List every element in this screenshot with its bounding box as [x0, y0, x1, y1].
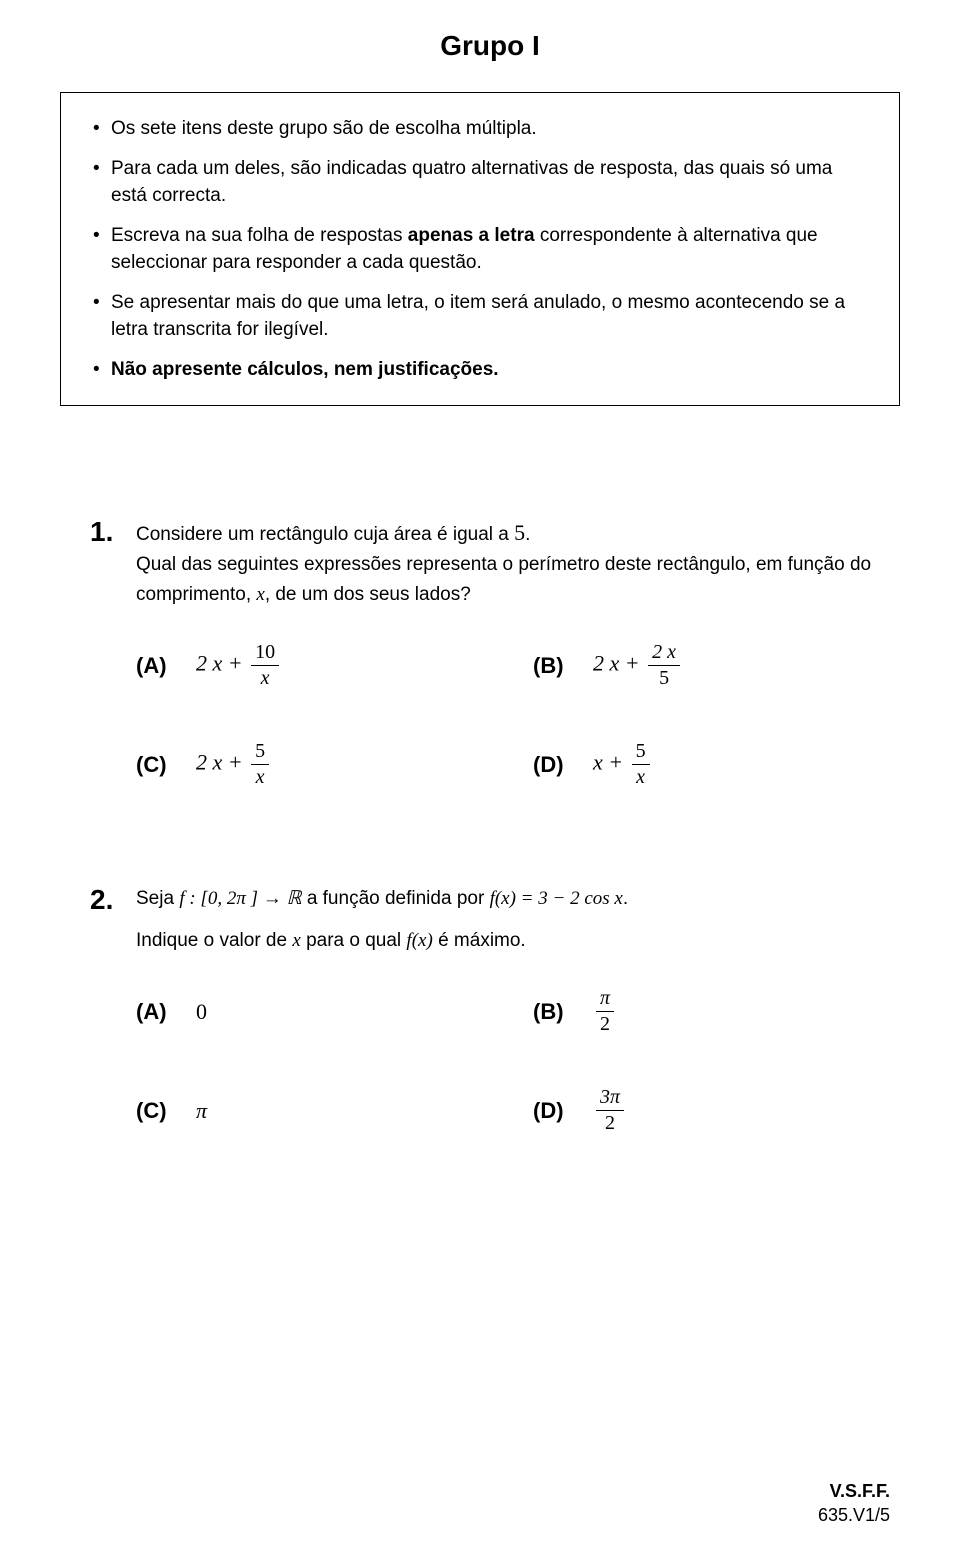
frac-num: π — [596, 987, 614, 1012]
option-expr: 3π 2 — [593, 1086, 627, 1135]
option-c: (C) π — [136, 1086, 493, 1135]
option-label: (B) — [533, 999, 573, 1025]
fraction: 2 x 5 — [648, 641, 680, 690]
option-d: (D) 3π 2 — [533, 1086, 890, 1135]
q1-text: Qual das seguintes expressões representa… — [136, 554, 871, 604]
instruction-item: Os sete itens deste grupo são de escolha… — [89, 115, 871, 143]
question-body: Considere um rectângulo cuja área é igua… — [136, 516, 890, 609]
option-label: (D) — [533, 1098, 573, 1124]
option-expr: 2 x + 10 x — [196, 641, 282, 690]
option-label: (C) — [136, 1098, 176, 1124]
q1-area-value: 5 — [514, 520, 525, 545]
footer-vsff: V.S.F.F. — [818, 1480, 890, 1503]
frac-num: 3π — [596, 1086, 624, 1111]
fraction: 5 x — [251, 740, 269, 789]
option-label: (A) — [136, 653, 176, 679]
option-value: 0 — [196, 999, 207, 1025]
frac-den: x — [632, 765, 650, 789]
expr-left: 2 x + — [593, 651, 640, 676]
q2-text: a função definida por — [307, 888, 490, 909]
q2-text: Indique o valor de — [136, 930, 292, 951]
expr-left: 2 x + — [196, 750, 243, 775]
expr-left: x + — [593, 750, 623, 775]
instruction-item: Se apresentar mais do que uma letra, o i… — [89, 289, 871, 344]
frac-num: 5 — [632, 740, 650, 765]
q1-text: . — [525, 524, 530, 545]
q1-var-x: x — [256, 584, 264, 605]
exam-page: Grupo I Os sete itens deste grupo são de… — [0, 0, 960, 1547]
option-label: (D) — [533, 752, 573, 778]
option-label: (B) — [533, 653, 573, 679]
frac-den: 2 — [596, 1012, 614, 1036]
question-body: Seja f : [0, 2π ] → ℝ a função definida … — [136, 884, 890, 955]
instruction-item: Escreva na sua folha de respostas apenas… — [89, 222, 871, 277]
frac-den: 5 — [648, 666, 680, 690]
q2-text: é máximo. — [438, 930, 526, 951]
option-b: (B) 2 x + 2 x 5 — [533, 641, 890, 690]
q1-options: (A) 2 x + 10 x (B) 2 x + 2 x — [136, 641, 890, 789]
q2-func-domain: f : [0, 2π ] → ℝ — [179, 888, 301, 909]
frac-num: 5 — [251, 740, 269, 765]
frac-den: x — [251, 765, 269, 789]
q1-text: , de um dos seus lados? — [265, 584, 471, 605]
option-expr: π 2 — [593, 987, 617, 1036]
option-value: π — [196, 1098, 207, 1124]
question-number: 2. — [90, 884, 118, 916]
fraction: 10 x — [251, 641, 279, 690]
q2-fx: f(x) — [406, 930, 432, 951]
option-expr: 2 x + 5 x — [196, 740, 272, 789]
instructions-list: Os sete itens deste grupo são de escolha… — [89, 115, 871, 383]
group-title: Grupo I — [90, 30, 890, 62]
q1-text: Considere um rectângulo cuja área é igua… — [136, 524, 514, 545]
question-2: 2. Seja f : [0, 2π ] → ℝ a função defini… — [90, 884, 890, 1135]
option-b: (B) π 2 — [533, 987, 890, 1036]
q2-options: (A) 0 (B) π 2 (C) π — [136, 987, 890, 1135]
q2-var-x: x — [292, 930, 300, 951]
fraction: 5 x — [632, 740, 650, 789]
question-1: 1. Considere um rectângulo cuja área é i… — [90, 516, 890, 789]
frac-num: 2 x — [648, 641, 680, 666]
q2-func-def: f(x) = 3 − 2 cos x — [490, 888, 623, 909]
frac-num: 10 — [251, 641, 279, 666]
footer-pagecode: 635.V1/5 — [818, 1504, 890, 1527]
instruction-item: Não apresente cálculos, nem justificaçõe… — [89, 356, 871, 384]
option-label: (A) — [136, 999, 176, 1025]
fraction: 3π 2 — [596, 1086, 624, 1135]
option-expr: x + 5 x — [593, 740, 653, 789]
questions-container: 1. Considere um rectângulo cuja área é i… — [90, 516, 890, 1135]
option-label: (C) — [136, 752, 176, 778]
option-c: (C) 2 x + 5 x — [136, 740, 493, 789]
option-expr: 2 x + 2 x 5 — [593, 641, 683, 690]
expr-left: 2 x + — [196, 651, 243, 676]
option-a: (A) 0 — [136, 987, 493, 1036]
frac-den: x — [251, 666, 279, 690]
option-d: (D) x + 5 x — [533, 740, 890, 789]
q2-text: Seja — [136, 888, 179, 909]
page-footer: V.S.F.F. 635.V1/5 — [818, 1480, 890, 1527]
q2-text: para o qual — [306, 930, 406, 951]
q2-text: . — [623, 888, 628, 909]
instruction-item: Para cada um deles, são indicadas quatro… — [89, 155, 871, 210]
instructions-box: Os sete itens deste grupo são de escolha… — [60, 92, 900, 406]
question-number: 1. — [90, 516, 118, 548]
frac-den: 2 — [596, 1111, 624, 1135]
option-a: (A) 2 x + 10 x — [136, 641, 493, 690]
fraction: π 2 — [596, 987, 614, 1036]
